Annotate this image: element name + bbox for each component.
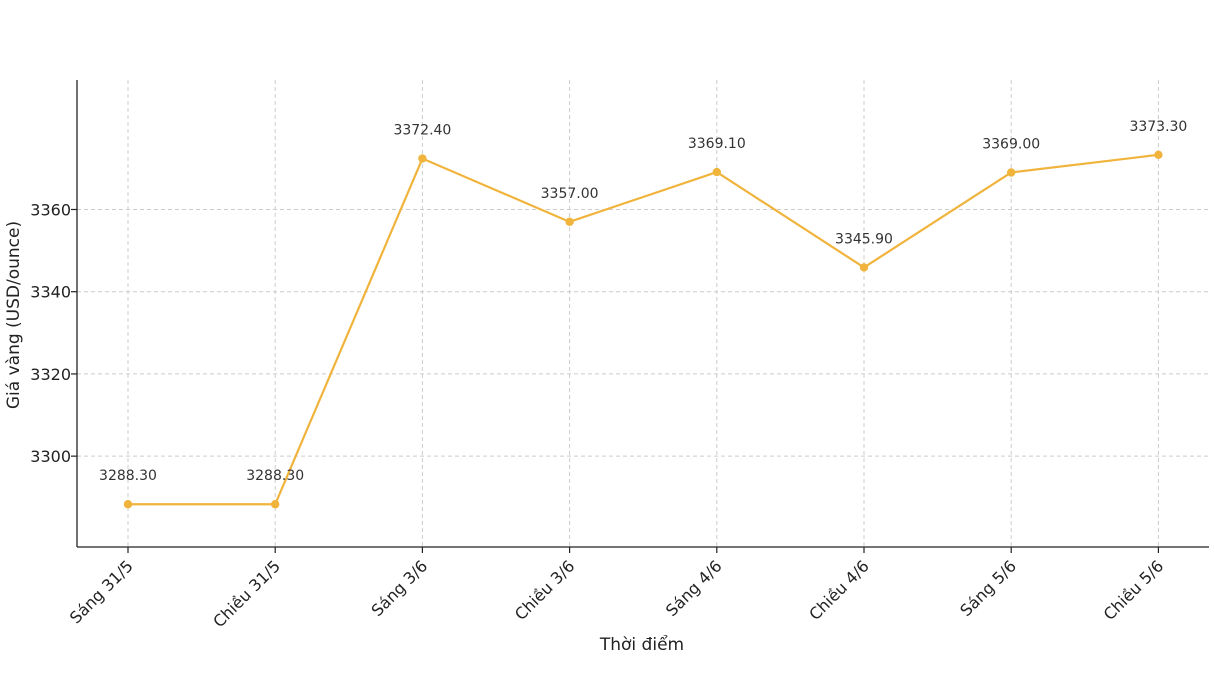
data-label: 3288.30 [246, 468, 304, 484]
data-point [565, 217, 574, 227]
data-point [859, 263, 869, 272]
grid [77, 80, 1209, 547]
data-label: 3372.40 [393, 123, 451, 139]
data-point [1154, 150, 1163, 160]
x-tick-label: Chiều 3/6 [511, 556, 579, 624]
x-tick-label: Chiều 4/6 [805, 556, 873, 624]
y-tick-label: 3340 [30, 283, 71, 302]
data-labels: 3288.30 3288.30 3372.40 3357.00 3369.10 3345.… [99, 119, 1187, 484]
axes: Sáng 31/5 Chiều 31/5 Sáng 3/6 Chiều 3/6 Sáng… [30, 80, 1209, 631]
x-tick-label: Sáng 5/6 [956, 556, 1020, 620]
y-tick-label: 3300 [30, 447, 71, 466]
data-label: 3373.30 [1129, 119, 1187, 135]
x-tick-label: Chiều 5/6 [1100, 556, 1168, 624]
x-tick-label: Sáng 31/5 [66, 556, 137, 627]
data-label: 3369.10 [688, 136, 746, 152]
data-point [712, 167, 721, 177]
data-point [418, 154, 427, 163]
y-tick-label: 3360 [30, 200, 71, 219]
x-tick-label: Sáng 3/6 [368, 556, 432, 620]
data-label: 3345.90 [835, 231, 893, 247]
series [123, 150, 1163, 509]
x-axis-title: Thời điểm [599, 634, 684, 655]
x-tick-label: Chiều 31/5 [209, 556, 284, 631]
data-point [1007, 168, 1016, 177]
y-tick-label: 3320 [30, 365, 71, 384]
data-label: 3288.30 [99, 468, 157, 484]
series-line [128, 153, 1159, 506]
y-axis-title: Giá vàng (USD/ounce) [4, 221, 24, 409]
data-point [271, 500, 280, 509]
data-label: 3357.00 [541, 186, 599, 202]
x-tick-label: Sáng 4/6 [662, 556, 726, 620]
data-label: 3369.00 [982, 136, 1040, 152]
data-point [123, 500, 133, 509]
